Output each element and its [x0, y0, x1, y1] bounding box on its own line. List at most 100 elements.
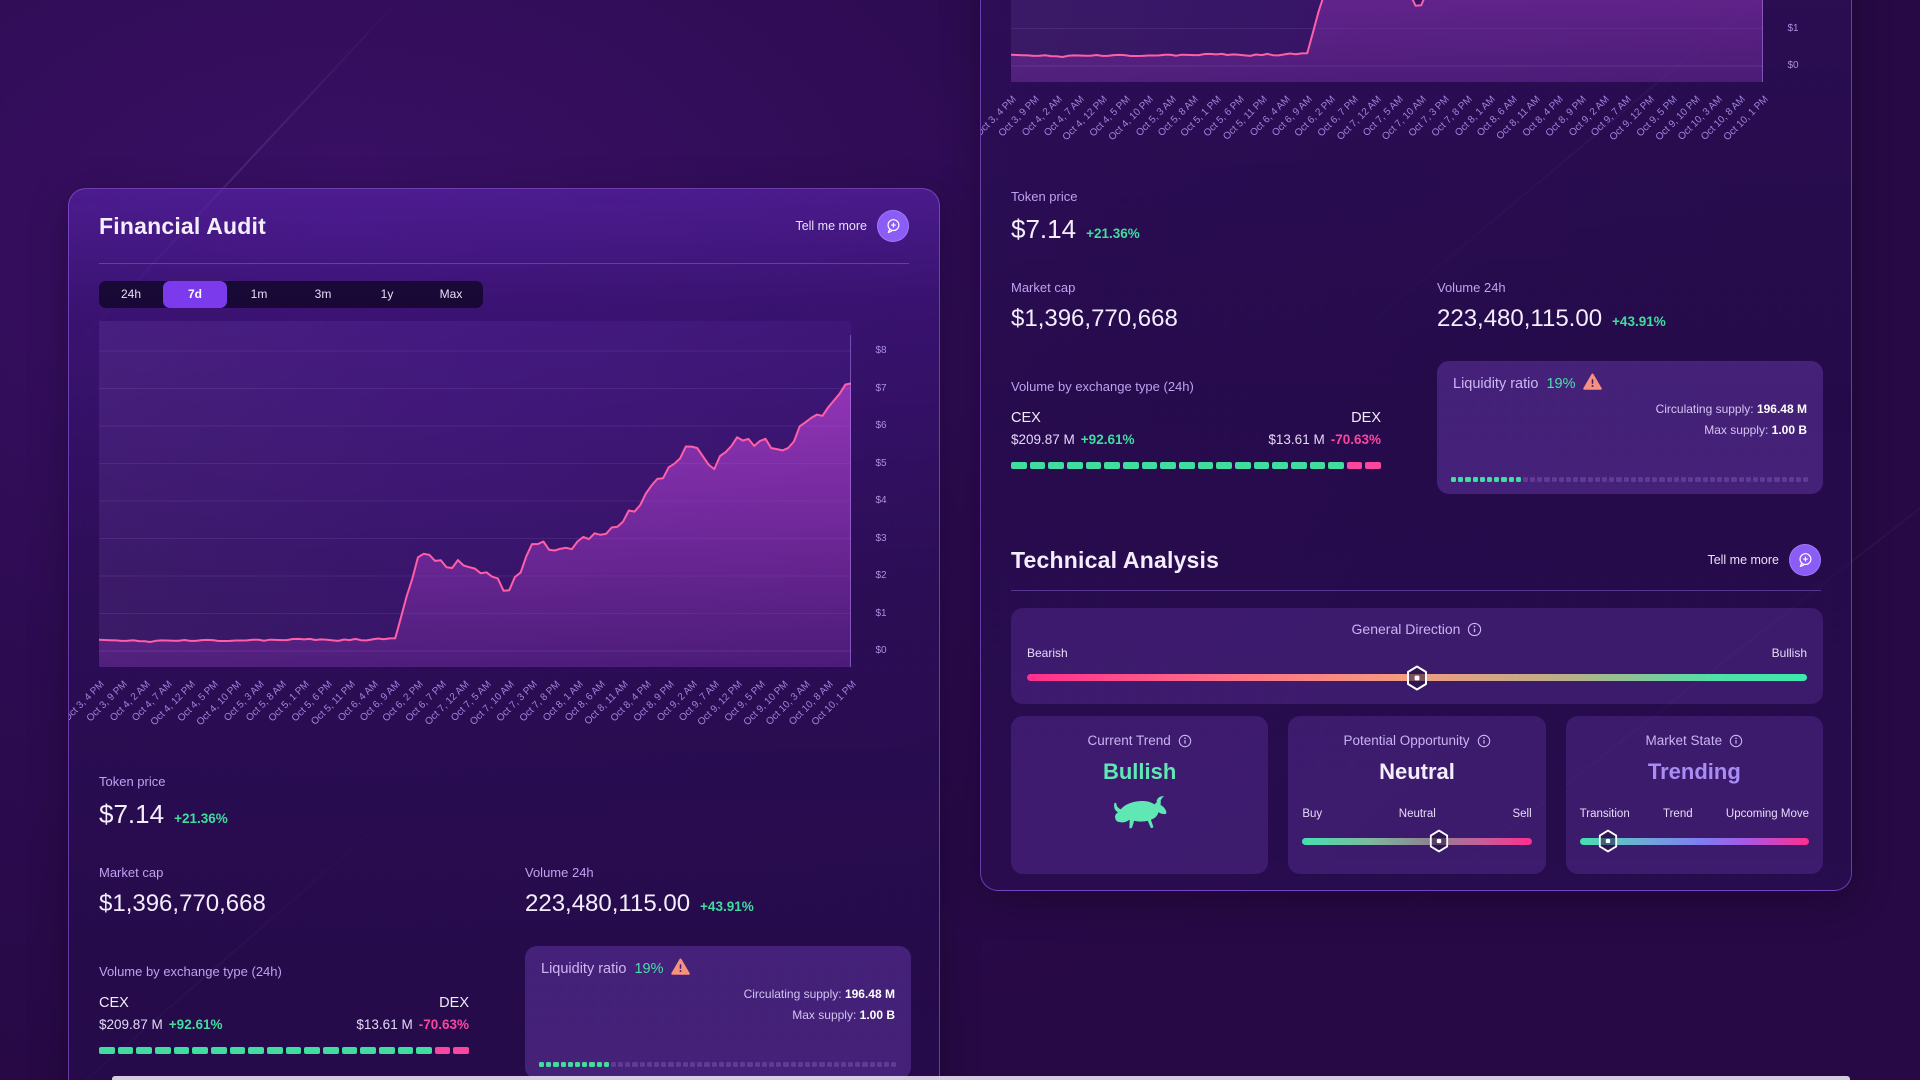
liquidity-dot	[668, 1061, 674, 1067]
liquidity-dot	[603, 1061, 609, 1067]
y-tick-label: $0	[875, 645, 887, 656]
liquidity-dot	[1558, 476, 1564, 482]
cex-segment	[1048, 462, 1064, 469]
token-price-change: +21.36%	[174, 811, 228, 826]
liquidity-dot	[1781, 476, 1787, 482]
tab-24h[interactable]: 24h	[120, 287, 142, 301]
y-tick-label: $3	[875, 532, 887, 544]
chart-plot-area[interactable]	[98, 321, 852, 667]
cex-segment	[266, 1047, 283, 1054]
volume-24h-stat: Volume 24h 223,480,115.00 +43.91%	[1437, 280, 1666, 333]
cex-segment	[1328, 462, 1344, 469]
liquidity-dot	[1623, 476, 1629, 482]
token-price-change: +21.36%	[1086, 226, 1140, 241]
liquidity-dot	[1458, 476, 1464, 482]
cex-segment	[322, 1047, 339, 1054]
chat-plus-icon[interactable]	[877, 210, 909, 242]
y-tick-label: $7	[875, 382, 887, 394]
cex-segment	[341, 1047, 358, 1054]
liquidity-dot	[1788, 476, 1794, 482]
tick-label-neutral: Neutral	[1398, 808, 1436, 820]
market-cap-stat: Market cap $1,396,770,668	[1011, 280, 1178, 333]
tab-max[interactable]: Max	[439, 287, 463, 301]
dex-value: $13.61 M -70.63%	[356, 1017, 469, 1032]
liquidity-dot	[1666, 476, 1672, 482]
dex-segment	[1346, 462, 1363, 469]
cex-change: +92.61%	[1080, 432, 1135, 447]
info-icon[interactable]	[1477, 734, 1491, 748]
liquidity-dot	[618, 1061, 624, 1067]
technical-analysis-title: Technical Analysis	[1011, 546, 1220, 573]
token-price-stat: Token price $7.14 +21.36%	[1011, 189, 1140, 245]
general-direction-slider[interactable]	[1027, 665, 1807, 690]
chart-plot-area[interactable]	[1010, 0, 1763, 82]
exchange-share-bar	[1011, 462, 1382, 469]
liquidity-dot	[574, 1061, 581, 1067]
bearish-label: Bearish	[1027, 646, 1068, 660]
liquidity-dot	[553, 1061, 559, 1067]
warning-icon[interactable]	[671, 958, 691, 979]
liquidity-dot	[539, 1061, 545, 1067]
tab-1m[interactable]: 1m	[250, 287, 268, 301]
market-cap-value: $1,396,770,668	[1011, 305, 1178, 332]
liquidity-dot	[625, 1061, 631, 1067]
liquidity-dot	[761, 1061, 767, 1067]
page-bottom-edge	[112, 1076, 1850, 1080]
cex-segment	[1029, 462, 1046, 469]
info-icon[interactable]	[1178, 734, 1192, 748]
exchange-share-bar	[99, 1047, 470, 1054]
market-state-slider[interactable]	[1579, 829, 1809, 852]
y-tick-label: $1	[1787, 22, 1799, 34]
liquidity-dot	[1515, 476, 1521, 482]
cex-segment	[1104, 462, 1120, 469]
liquidity-ratio-card: Liquidity ratio 19% Circulating supply: …	[525, 946, 911, 1079]
token-price-value: $7.14	[1011, 214, 1077, 244]
volume-24h-change: +43.91%	[700, 899, 754, 914]
cex-segment	[99, 1047, 115, 1054]
slider-thumb[interactable]	[1429, 829, 1451, 855]
opportunity-slider[interactable]	[1302, 829, 1532, 852]
ta-tell-me-more-button[interactable]: Tell me more	[1707, 544, 1821, 576]
liquidity-dot	[1566, 476, 1572, 482]
liquidity-dot	[1796, 476, 1802, 482]
tell-me-more-label: Tell me more	[795, 219, 867, 233]
liquidity-dot	[1537, 476, 1543, 482]
volume-24h-value: 223,480,115.00	[525, 890, 691, 917]
tab-7d[interactable]: 7d	[163, 281, 227, 308]
info-icon[interactable]	[1467, 622, 1482, 637]
chat-plus-icon[interactable]	[1789, 544, 1821, 576]
liquidity-dot	[1760, 476, 1766, 482]
liquidity-dot	[790, 1061, 796, 1067]
liquidity-dot	[632, 1061, 638, 1067]
general-direction-card: General Direction Bearish Bullish	[1011, 608, 1823, 704]
liquidity-dot	[1587, 476, 1593, 482]
slider-thumb[interactable]	[1406, 665, 1428, 691]
liquidity-dot	[862, 1061, 868, 1067]
liquidity-dot	[1609, 476, 1615, 482]
liquidity-dot	[833, 1061, 839, 1067]
slider-thumb[interactable]	[1598, 829, 1620, 855]
cex-segment	[229, 1047, 246, 1054]
cex-segment	[1066, 462, 1083, 469]
y-tick-label: $4	[875, 495, 887, 506]
liquidity-dot	[1465, 476, 1471, 482]
liquidity-dot	[1681, 476, 1687, 482]
token-price-stat: Token price $7.14 +21.36%	[99, 774, 228, 830]
volume-by-exchange-label: Volume by exchange type (24h)	[99, 964, 282, 979]
market-cap-stat: Market cap $1,396,770,668	[99, 865, 266, 918]
current-trend-label: Current Trend	[1087, 733, 1171, 748]
cex-segment	[117, 1047, 134, 1054]
tell-me-more-button[interactable]: Tell me more	[795, 210, 909, 242]
chart-y-axis: $8$7$6$5$4$3$2$1$0	[1763, 0, 1823, 82]
cex-segment	[1197, 462, 1214, 469]
tab-1y[interactable]: 1y	[380, 287, 394, 301]
tab-3m[interactable]: 3m	[314, 287, 332, 301]
warning-icon[interactable]	[1583, 373, 1603, 394]
liquidity-dot	[855, 1061, 861, 1067]
info-icon[interactable]	[1729, 734, 1743, 748]
cex-name: CEX	[1011, 410, 1041, 426]
financial-audit-panel: Financial Audit Tell me more 24h7d1m3m1y…	[980, 0, 1852, 891]
y-tick-label: $6	[875, 420, 887, 431]
